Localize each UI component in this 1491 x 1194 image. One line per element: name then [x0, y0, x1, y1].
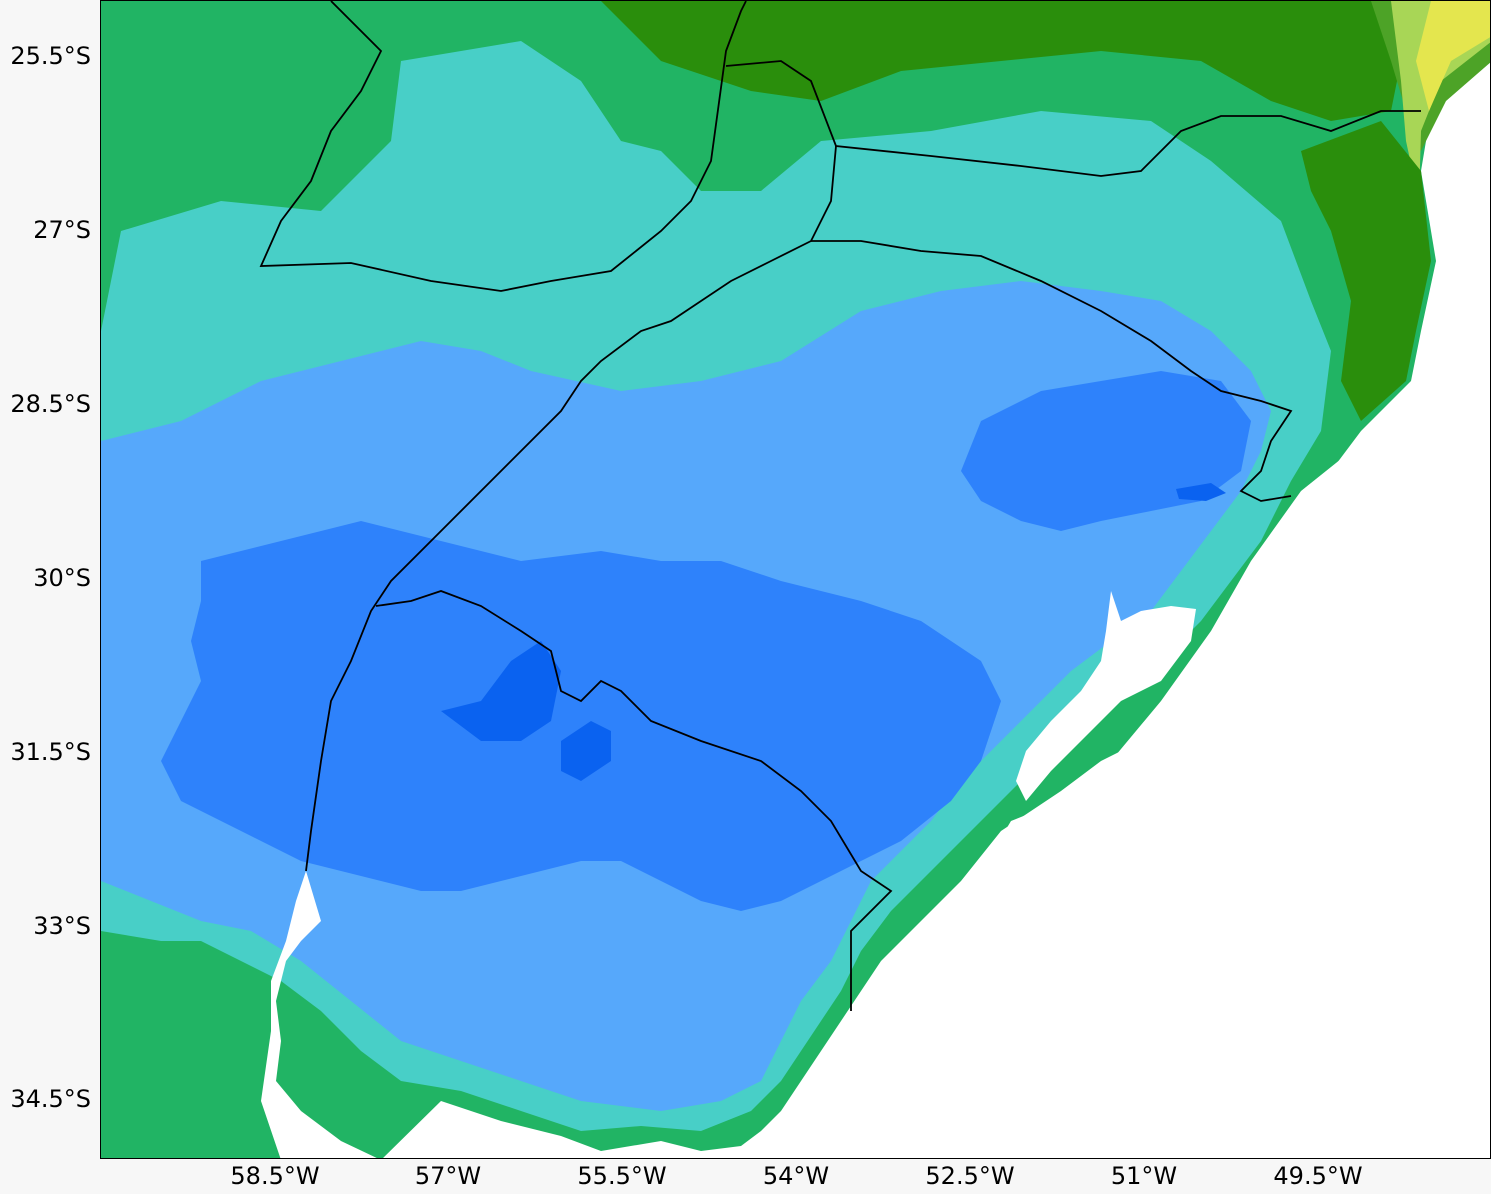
- estuary: [261, 871, 377, 1158]
- land-yellow-coast: [1416, 1, 1490, 111]
- lat-tick: 27°S: [33, 216, 91, 244]
- lat-tick: 31.5°S: [10, 738, 91, 766]
- borders: [259, 1, 1421, 1011]
- land-dark-green-east: [1301, 121, 1431, 421]
- land-blue: [161, 521, 1001, 911]
- lat-tick: 33°S: [33, 912, 91, 940]
- lat-tick: 28.5°S: [10, 390, 91, 418]
- precipitation-map: [101, 1, 1490, 1158]
- border-line-1: [259, 1, 747, 292]
- lat-tick: 25.5°S: [10, 42, 91, 70]
- land-deep-blue-3: [1176, 483, 1226, 501]
- lon-tick: 58.5°W: [230, 1162, 320, 1190]
- lon-tick: 57°W: [414, 1162, 482, 1190]
- lon-tick: 55.5°W: [577, 1162, 667, 1190]
- border-line-2: [725, 60, 1421, 177]
- border-line-4: [811, 240, 1293, 502]
- lon-tick: 54°W: [762, 1162, 830, 1190]
- lagoon: [1016, 591, 1196, 801]
- lat-tick: 30°S: [33, 564, 91, 592]
- land-deep-blue-1: [441, 641, 561, 741]
- lon-tick: 49.5°W: [1273, 1162, 1363, 1190]
- lat-tick: 34.5°S: [10, 1085, 91, 1113]
- land-deep-blue-2: [561, 721, 611, 781]
- ocean: [725, 381, 1490, 1158]
- lon-tick: 51°W: [1110, 1162, 1178, 1190]
- border-line-5: [375, 590, 893, 1011]
- border-line-3: [305, 145, 837, 872]
- lon-tick: 52.5°W: [925, 1162, 1015, 1190]
- map-frame: [100, 0, 1491, 1159]
- land-dark-green-north: [601, 1, 1401, 121]
